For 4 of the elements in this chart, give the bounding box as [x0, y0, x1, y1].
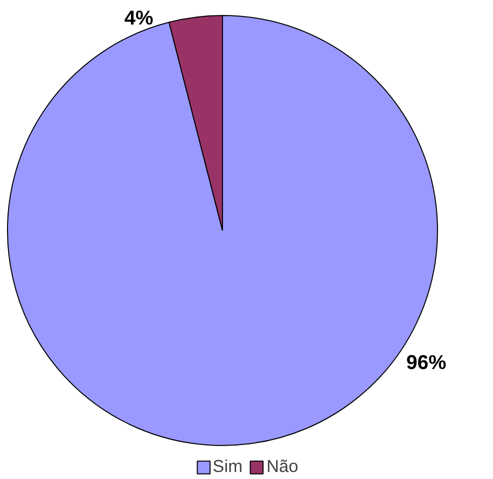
legend-label: Não — [266, 456, 298, 477]
data-label: 4% — [124, 7, 154, 30]
legend-label: Sim — [212, 456, 243, 477]
data-label: 96% — [406, 352, 446, 374]
